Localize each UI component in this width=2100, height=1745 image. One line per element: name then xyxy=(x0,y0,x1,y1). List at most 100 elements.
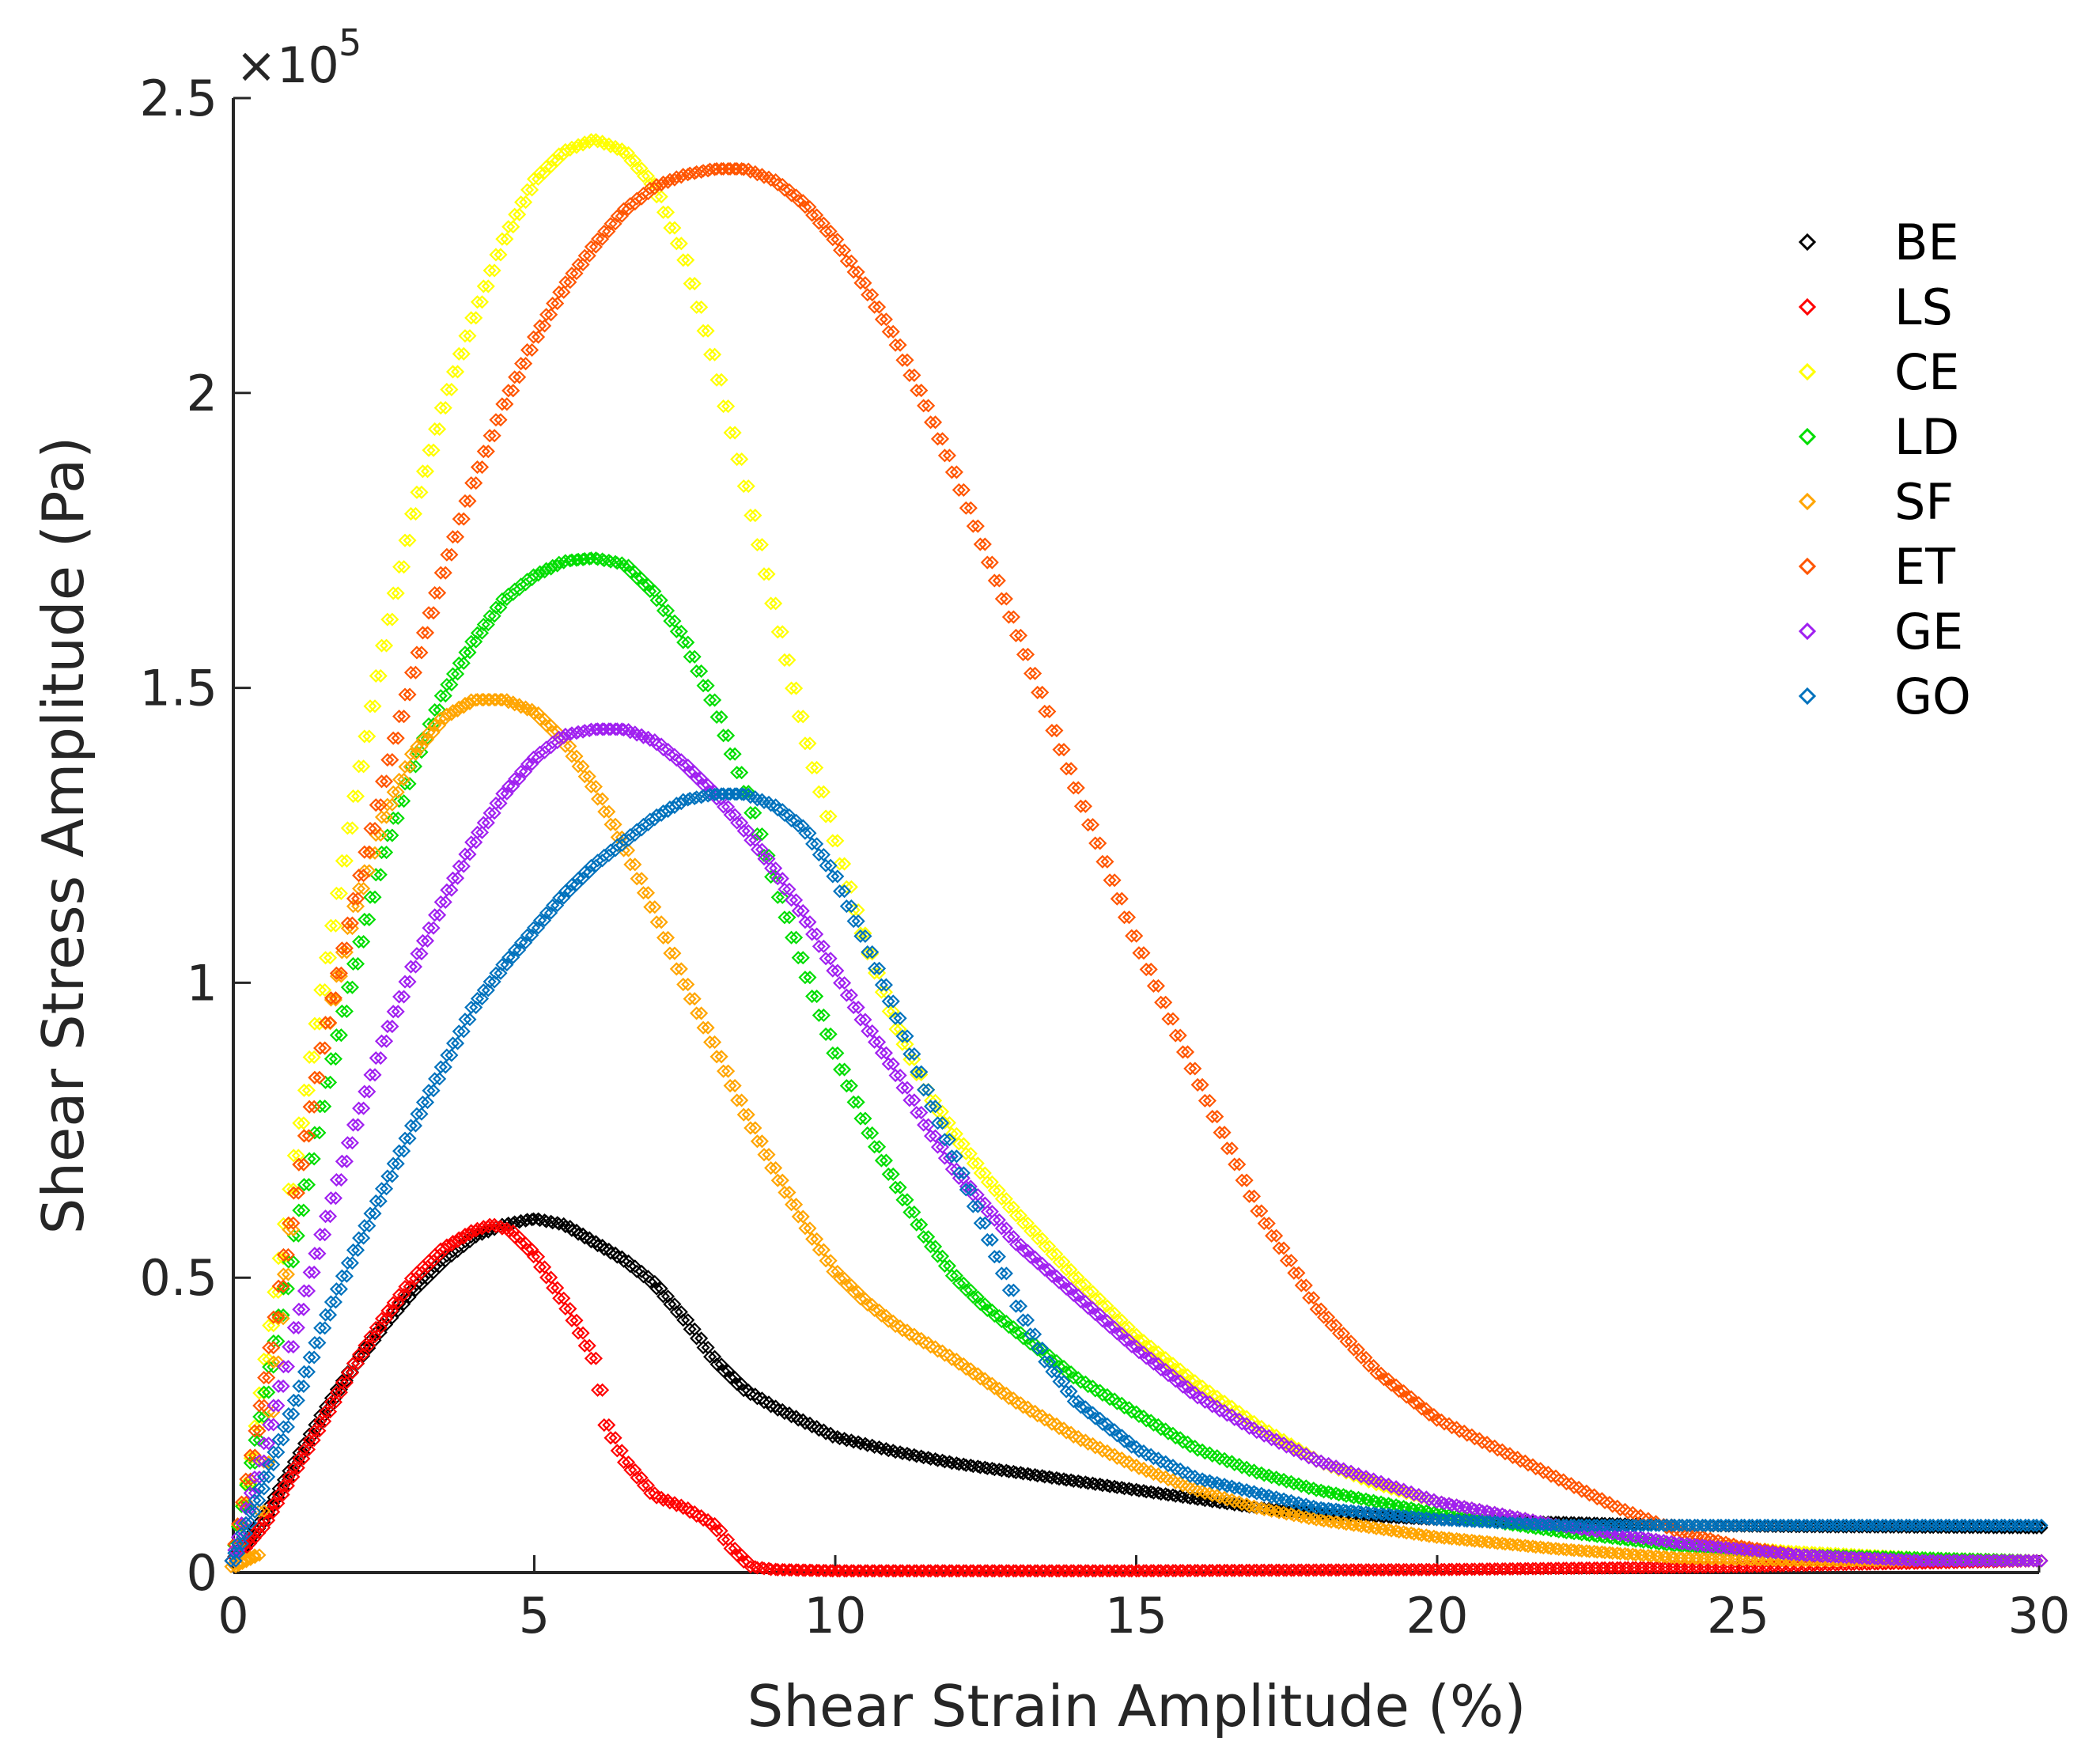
data-point xyxy=(414,947,429,961)
data-point xyxy=(1028,1404,1042,1418)
data-point xyxy=(276,1420,290,1434)
data-point xyxy=(329,1282,343,1296)
data-point xyxy=(1073,1433,1088,1448)
data-point xyxy=(1337,1488,1351,1502)
data-point xyxy=(1117,910,1132,925)
data-point xyxy=(514,764,528,778)
data-point xyxy=(403,533,417,547)
data-point xyxy=(446,365,460,379)
data-point xyxy=(952,483,966,497)
data-point xyxy=(1103,1392,1117,1406)
data-point xyxy=(1078,799,1092,813)
data-point xyxy=(2034,1518,2049,1532)
data-point xyxy=(701,1020,715,1035)
data-point xyxy=(1057,743,1071,757)
data-point xyxy=(386,1296,400,1310)
data-point xyxy=(445,883,459,897)
data-point xyxy=(482,975,497,989)
data-point xyxy=(464,1224,479,1238)
data-point xyxy=(1366,1520,1381,1535)
data-point xyxy=(973,1297,987,1312)
data-point xyxy=(267,1505,281,1519)
data-point xyxy=(709,1050,724,1064)
data-point xyxy=(907,1205,921,1220)
data-point xyxy=(810,837,824,851)
data-point xyxy=(267,1496,281,1511)
data-point xyxy=(539,160,554,174)
data-point xyxy=(1093,1411,1107,1425)
data-point xyxy=(1081,1285,1095,1299)
data-point xyxy=(1397,1499,1411,1514)
data-point xyxy=(1024,1404,1038,1418)
data-point xyxy=(1086,818,1100,832)
data-point xyxy=(1210,1399,1224,1414)
data-point xyxy=(422,921,436,935)
data-point xyxy=(292,1379,306,1394)
data-point xyxy=(770,1173,785,1187)
data-point xyxy=(539,1270,554,1285)
data-point xyxy=(1016,1400,1031,1414)
data-point xyxy=(1232,1404,1247,1419)
data-point xyxy=(775,1173,789,1187)
data-point xyxy=(495,786,509,801)
data-point xyxy=(935,432,950,446)
data-point xyxy=(286,1340,301,1354)
data-point xyxy=(1621,1505,1635,1520)
data-point xyxy=(1066,781,1080,795)
data-point xyxy=(324,1052,338,1066)
data-point xyxy=(248,1505,262,1519)
data-point xyxy=(868,961,882,975)
data-point xyxy=(346,956,361,971)
data-point xyxy=(868,1303,882,1317)
data-point xyxy=(546,898,560,913)
data-point xyxy=(558,727,573,741)
data-point xyxy=(703,347,717,361)
data-point xyxy=(660,742,675,757)
data-point xyxy=(985,1232,999,1247)
data-point xyxy=(352,1231,366,1245)
data-point xyxy=(520,1243,535,1257)
data-point xyxy=(307,1350,321,1365)
data-point xyxy=(571,138,585,152)
data-point xyxy=(1125,1440,1139,1454)
data-point xyxy=(1008,1299,1024,1313)
data-point xyxy=(656,1493,671,1508)
data-point xyxy=(1078,1375,1092,1389)
data-point xyxy=(286,1186,301,1200)
data-point xyxy=(1013,628,1028,642)
data-point xyxy=(796,194,810,208)
data-point xyxy=(1434,1495,1448,1509)
data-point xyxy=(1427,1407,1441,1422)
data-point xyxy=(363,821,377,836)
x-tick-label: 20 xyxy=(1406,1587,1469,1645)
data-point xyxy=(886,1167,900,1181)
data-point xyxy=(823,1027,838,1041)
data-point xyxy=(1332,1327,1346,1341)
data-point xyxy=(966,1156,980,1171)
data-point xyxy=(446,667,460,681)
data-point xyxy=(538,319,552,333)
data-point xyxy=(1407,1527,1421,1541)
data-point xyxy=(956,1276,971,1290)
data-point xyxy=(576,257,590,271)
data-point xyxy=(571,759,585,774)
data-point xyxy=(494,600,508,615)
data-point xyxy=(297,1083,312,1097)
data-point xyxy=(358,1084,372,1099)
data-point xyxy=(663,1496,677,1510)
data-point xyxy=(1205,1488,1220,1502)
data-point xyxy=(663,221,677,235)
data-point xyxy=(674,962,688,976)
data-point xyxy=(312,1424,327,1438)
data-point xyxy=(291,1186,305,1200)
data-point xyxy=(440,883,454,897)
data-point xyxy=(893,1180,907,1194)
data-point xyxy=(440,1238,454,1252)
data-point xyxy=(428,702,442,717)
data-point xyxy=(397,1297,411,1312)
data-point xyxy=(308,1335,322,1350)
data-point xyxy=(1369,1366,1383,1380)
data-point xyxy=(318,1041,332,1055)
data-point xyxy=(1020,1313,1035,1327)
data-point xyxy=(874,1441,888,1456)
